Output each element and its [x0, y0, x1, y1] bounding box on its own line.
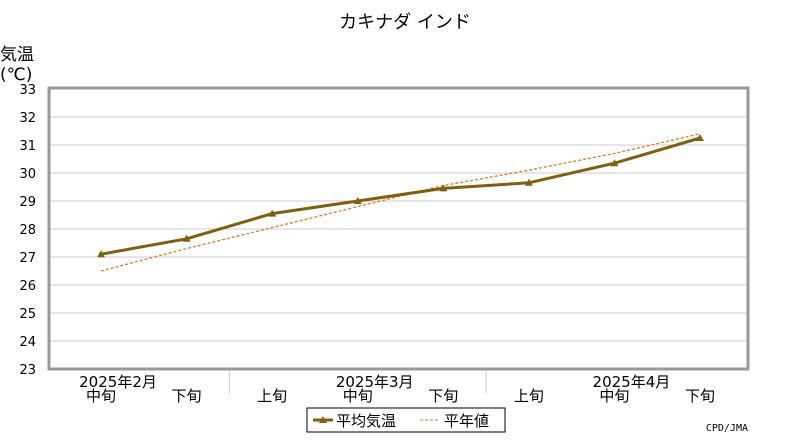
x-tick-label-2: 上旬: [257, 387, 287, 405]
legend-marker-avg: [319, 416, 327, 423]
y-tick-label-24: 24: [19, 335, 36, 350]
x-tick-label-3: 中旬: [343, 387, 373, 405]
average-point-4: [439, 184, 448, 192]
average-point-6: [610, 159, 619, 167]
average-point-7: [695, 134, 704, 141]
y-tick-label-28: 28: [19, 223, 36, 238]
x-tick-label-0: 中旬: [86, 387, 116, 405]
y-axis-label: 気温: [0, 45, 34, 65]
series-line-normal: [100, 133, 701, 272]
y-tick-label-25: 25: [19, 307, 36, 322]
average-point-5: [524, 178, 533, 186]
x-tick-label-5: 上旬: [514, 387, 544, 405]
legend: 平均気温 平年値: [306, 407, 506, 433]
y-tick-label-26: 26: [19, 279, 36, 294]
legend-box: [306, 407, 506, 433]
average-point-2: [268, 209, 277, 217]
month-label-2: 2025年4月: [593, 373, 671, 391]
y-tick-label-32: 32: [19, 111, 36, 126]
x-axis: 中旬 下旬 上旬 中旬 下旬 上旬 中旬 下旬 2025年2月 2025年3月 2025年4月: [79, 370, 715, 405]
y-axis-unit: (℃): [0, 65, 32, 85]
credit-text: CPD/JMA: [706, 423, 748, 434]
chart-title: カキナダ インド: [339, 12, 471, 33]
average-point-0: [97, 250, 105, 258]
series-group: [97, 133, 704, 272]
y-tick-label-23: 23: [19, 363, 36, 378]
x-tick-label-6: 中旬: [599, 387, 629, 405]
y-axis-ticks: 23 24 25 26 27 28 29 30 31 32 33: [19, 83, 36, 378]
y-tick-label-33: 33: [19, 83, 36, 98]
x-tick-label-4: 下旬: [428, 387, 458, 405]
average-point-3: [353, 197, 362, 204]
average-point-1: [182, 234, 191, 242]
plot-frame: [47, 86, 750, 371]
legend-label-normal: 平年値: [444, 412, 489, 430]
x-tick-label-7: 下旬: [685, 387, 715, 405]
month-label-0: 2025年2月: [79, 373, 157, 391]
y-tick-label-30: 30: [19, 167, 36, 182]
series-line-average: [100, 136, 701, 256]
x-tick-label-1: 下旬: [172, 387, 202, 405]
month-label-1: 2025年3月: [336, 373, 414, 391]
y-tick-label-27: 27: [19, 251, 36, 266]
legend-label-avg: 平均気温: [336, 412, 396, 430]
gridlines: [50, 116, 747, 342]
y-tick-label-31: 31: [19, 139, 36, 154]
y-tick-label-29: 29: [19, 195, 36, 210]
